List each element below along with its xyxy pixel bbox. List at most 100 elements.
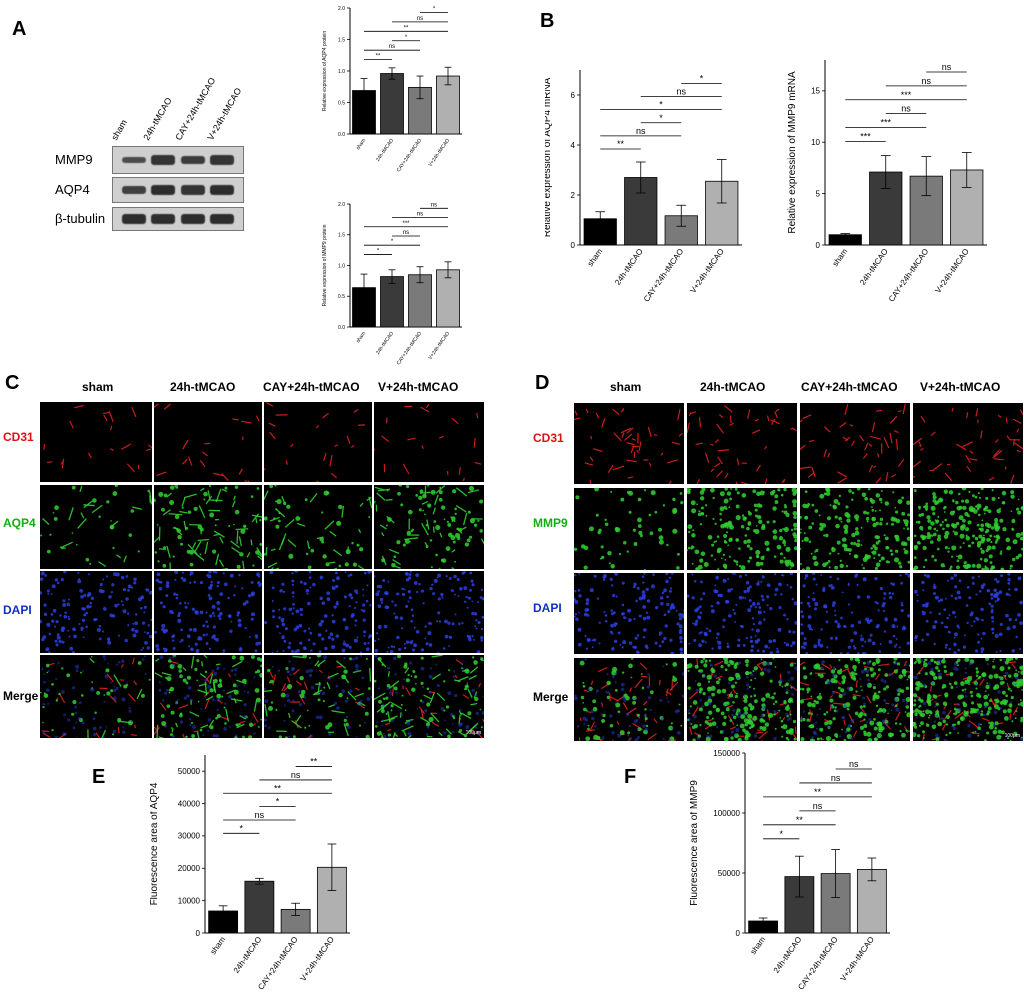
y-tick-label: 2 <box>571 191 576 200</box>
wb-band <box>151 214 176 224</box>
if-c-row-aqp4: AQP4 <box>3 516 36 530</box>
bar <box>380 73 404 135</box>
x-tick-label: 24h-tMCAO <box>772 935 804 975</box>
if-c-column-sham: sham <box>82 380 114 394</box>
x-tick-label: 24h-tMCAO <box>232 935 264 975</box>
significance-label: ** <box>814 787 822 797</box>
if-c-micrograph <box>154 571 262 653</box>
significance-label: ns <box>901 104 911 114</box>
if-c-micrograph <box>374 402 484 482</box>
if-c-micrograph <box>40 655 152 738</box>
significance-label: ns <box>417 16 423 22</box>
wb-band <box>180 155 205 165</box>
significance-label: ns <box>431 202 437 208</box>
y-tick-label: 6 <box>571 91 576 100</box>
if-c-column-24h: 24h-tMCAO <box>170 380 236 394</box>
if-c-micrograph <box>264 655 372 738</box>
chart-fluorescence-mmp9: 0 50000 100000 150000 Fluorescence area of M… <box>690 749 890 992</box>
y-tick-label: 2.0 <box>338 6 345 12</box>
wb-band <box>151 155 176 165</box>
significance-label: *** <box>860 131 871 141</box>
y-tick-label: 15 <box>811 87 820 96</box>
y-tick-label: 0 <box>571 241 576 250</box>
significance-label: * <box>659 100 663 110</box>
wb-band <box>151 184 176 196</box>
wb-lane-label: 24h-tMCAO <box>141 95 174 142</box>
significance-label: * <box>659 113 663 123</box>
y-axis-label: Relative expression of MMP9 protein <box>322 224 328 306</box>
wb-row-label: AQP4 <box>55 182 90 197</box>
wb-strip-aqp4 <box>112 177 244 203</box>
y-axis-label: Relative expression of AQP4 protein <box>322 31 328 112</box>
y-tick-label: 0 <box>736 929 741 938</box>
significance-label: ** <box>376 54 381 60</box>
if-d-micrograph <box>687 573 797 654</box>
if-c-row-merge: Merge <box>3 689 39 703</box>
chart-aqp4-protein: 0.0 0.5 1.0 1.5 2.0 Relative expression of AQ… <box>322 6 462 174</box>
wb-band <box>180 214 205 224</box>
x-tick-label: V+24h-tMCAO <box>427 138 451 168</box>
y-tick-label: 100000 <box>713 809 740 818</box>
x-tick-label: sham <box>355 138 367 151</box>
y-tick-label: 5 <box>816 189 821 198</box>
y-axis-label: Fluorescence area of AQP4 <box>150 782 160 905</box>
if-d-row-merge: Merge <box>533 690 569 704</box>
if-d-micrograph <box>800 573 910 654</box>
y-tick-label: 0 <box>816 241 821 250</box>
panel-letter-b: B <box>540 10 555 32</box>
y-tick-label: 1.0 <box>338 69 345 75</box>
significance-label: ** <box>310 757 318 767</box>
if-d-micrograph <box>574 573 684 654</box>
significance-label: ns <box>389 44 395 50</box>
y-tick-label: 30000 <box>178 832 201 841</box>
if-c-micrograph <box>374 485 484 569</box>
y-tick-label: 2.0 <box>338 202 345 208</box>
x-tick-label: 24h-tMCAO <box>613 247 645 287</box>
if-c-micrograph <box>264 485 372 569</box>
significance-label: ** <box>617 139 625 149</box>
y-tick-label: 150000 <box>713 749 740 758</box>
if-d-micrograph <box>913 403 1023 484</box>
if-d-column-sham: sham <box>610 380 642 394</box>
panel-letter-c: C <box>5 372 20 394</box>
y-axis-label: Relative expression of AQP4 mRNA <box>545 77 553 237</box>
significance-label: * <box>405 35 408 41</box>
significance-label: ns <box>942 62 952 72</box>
y-tick-label: 0.0 <box>338 132 345 138</box>
if-c-micrograph <box>40 402 152 482</box>
chart-fluorescence-aqp4: 0 10000 20000 30000 40000 50000 Fluorescence a… <box>150 755 350 992</box>
y-tick-label: 10000 <box>178 896 201 905</box>
bar <box>436 269 460 328</box>
x-tick-label: sham <box>355 331 367 344</box>
if-d-micrograph: 100μm <box>913 658 1023 741</box>
if-d-micrograph <box>800 488 910 570</box>
significance-label: ns <box>813 801 823 811</box>
significance-label: ns <box>676 87 686 97</box>
y-tick-label: 0 <box>196 929 201 938</box>
if-d-micrograph <box>687 488 797 570</box>
y-tick-label: 40000 <box>178 799 201 808</box>
x-tick-label: CAY+24h-tMCAO <box>796 935 839 992</box>
wb-band <box>121 156 146 164</box>
significance-label: ** <box>404 25 409 31</box>
significance-label: ns <box>417 212 423 218</box>
chart-mmp9-mrna: 0 5 10 15 Relative expression of MMP9 mRNA sh… <box>787 60 987 304</box>
if-d-row-dapi: DAPI <box>533 601 562 615</box>
significance-label: *** <box>901 90 912 100</box>
wb-band <box>121 214 146 224</box>
if-c-micrograph <box>264 571 372 653</box>
if-c-micrograph <box>40 485 152 569</box>
significance-label: ** <box>796 815 804 825</box>
y-tick-label: 0.0 <box>338 325 345 331</box>
significance-label: ns <box>849 759 859 769</box>
significance-label: *** <box>880 118 891 128</box>
if-d-row-cd31: CD31 <box>533 431 564 445</box>
if-d-micrograph <box>800 403 910 484</box>
if-c-micrograph <box>264 402 372 482</box>
x-tick-label: CAY+24h-tMCAO <box>887 247 930 304</box>
y-tick-label: 10 <box>811 138 820 147</box>
x-tick-label: CAY+24h-tMCAO <box>396 138 423 174</box>
x-tick-label: sham <box>749 935 768 956</box>
wb-band <box>210 184 235 196</box>
wb-lane-label: V+24h-tMCAO <box>205 86 244 142</box>
